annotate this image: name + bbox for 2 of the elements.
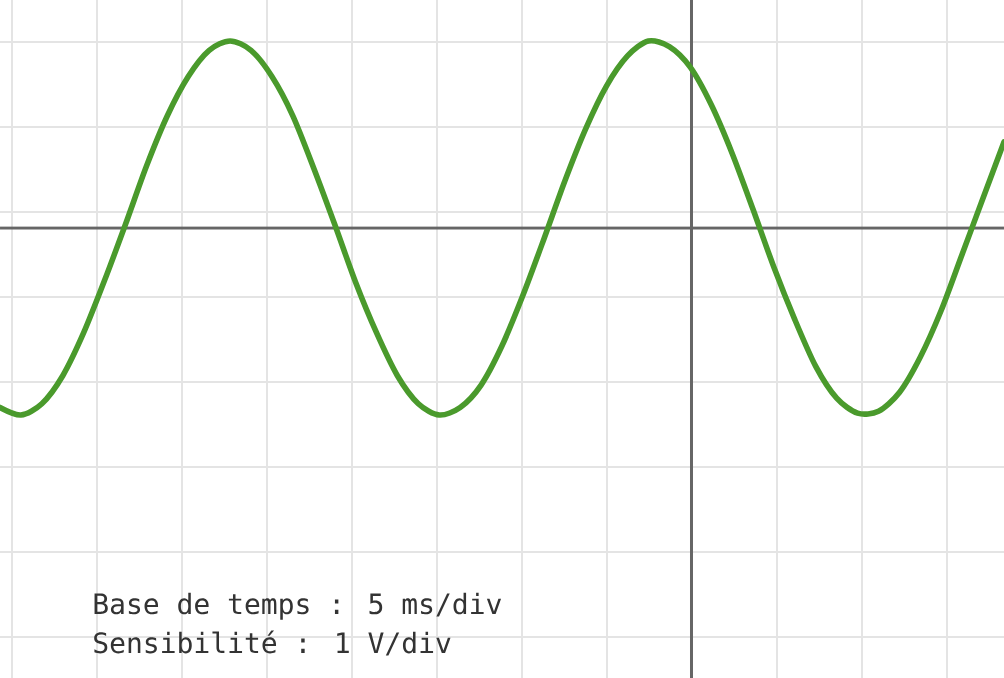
text: Sensibilité : 1 V/div — [94, 630, 451, 656]
text: Base de temps : 5 ms/div — [94, 592, 502, 620]
